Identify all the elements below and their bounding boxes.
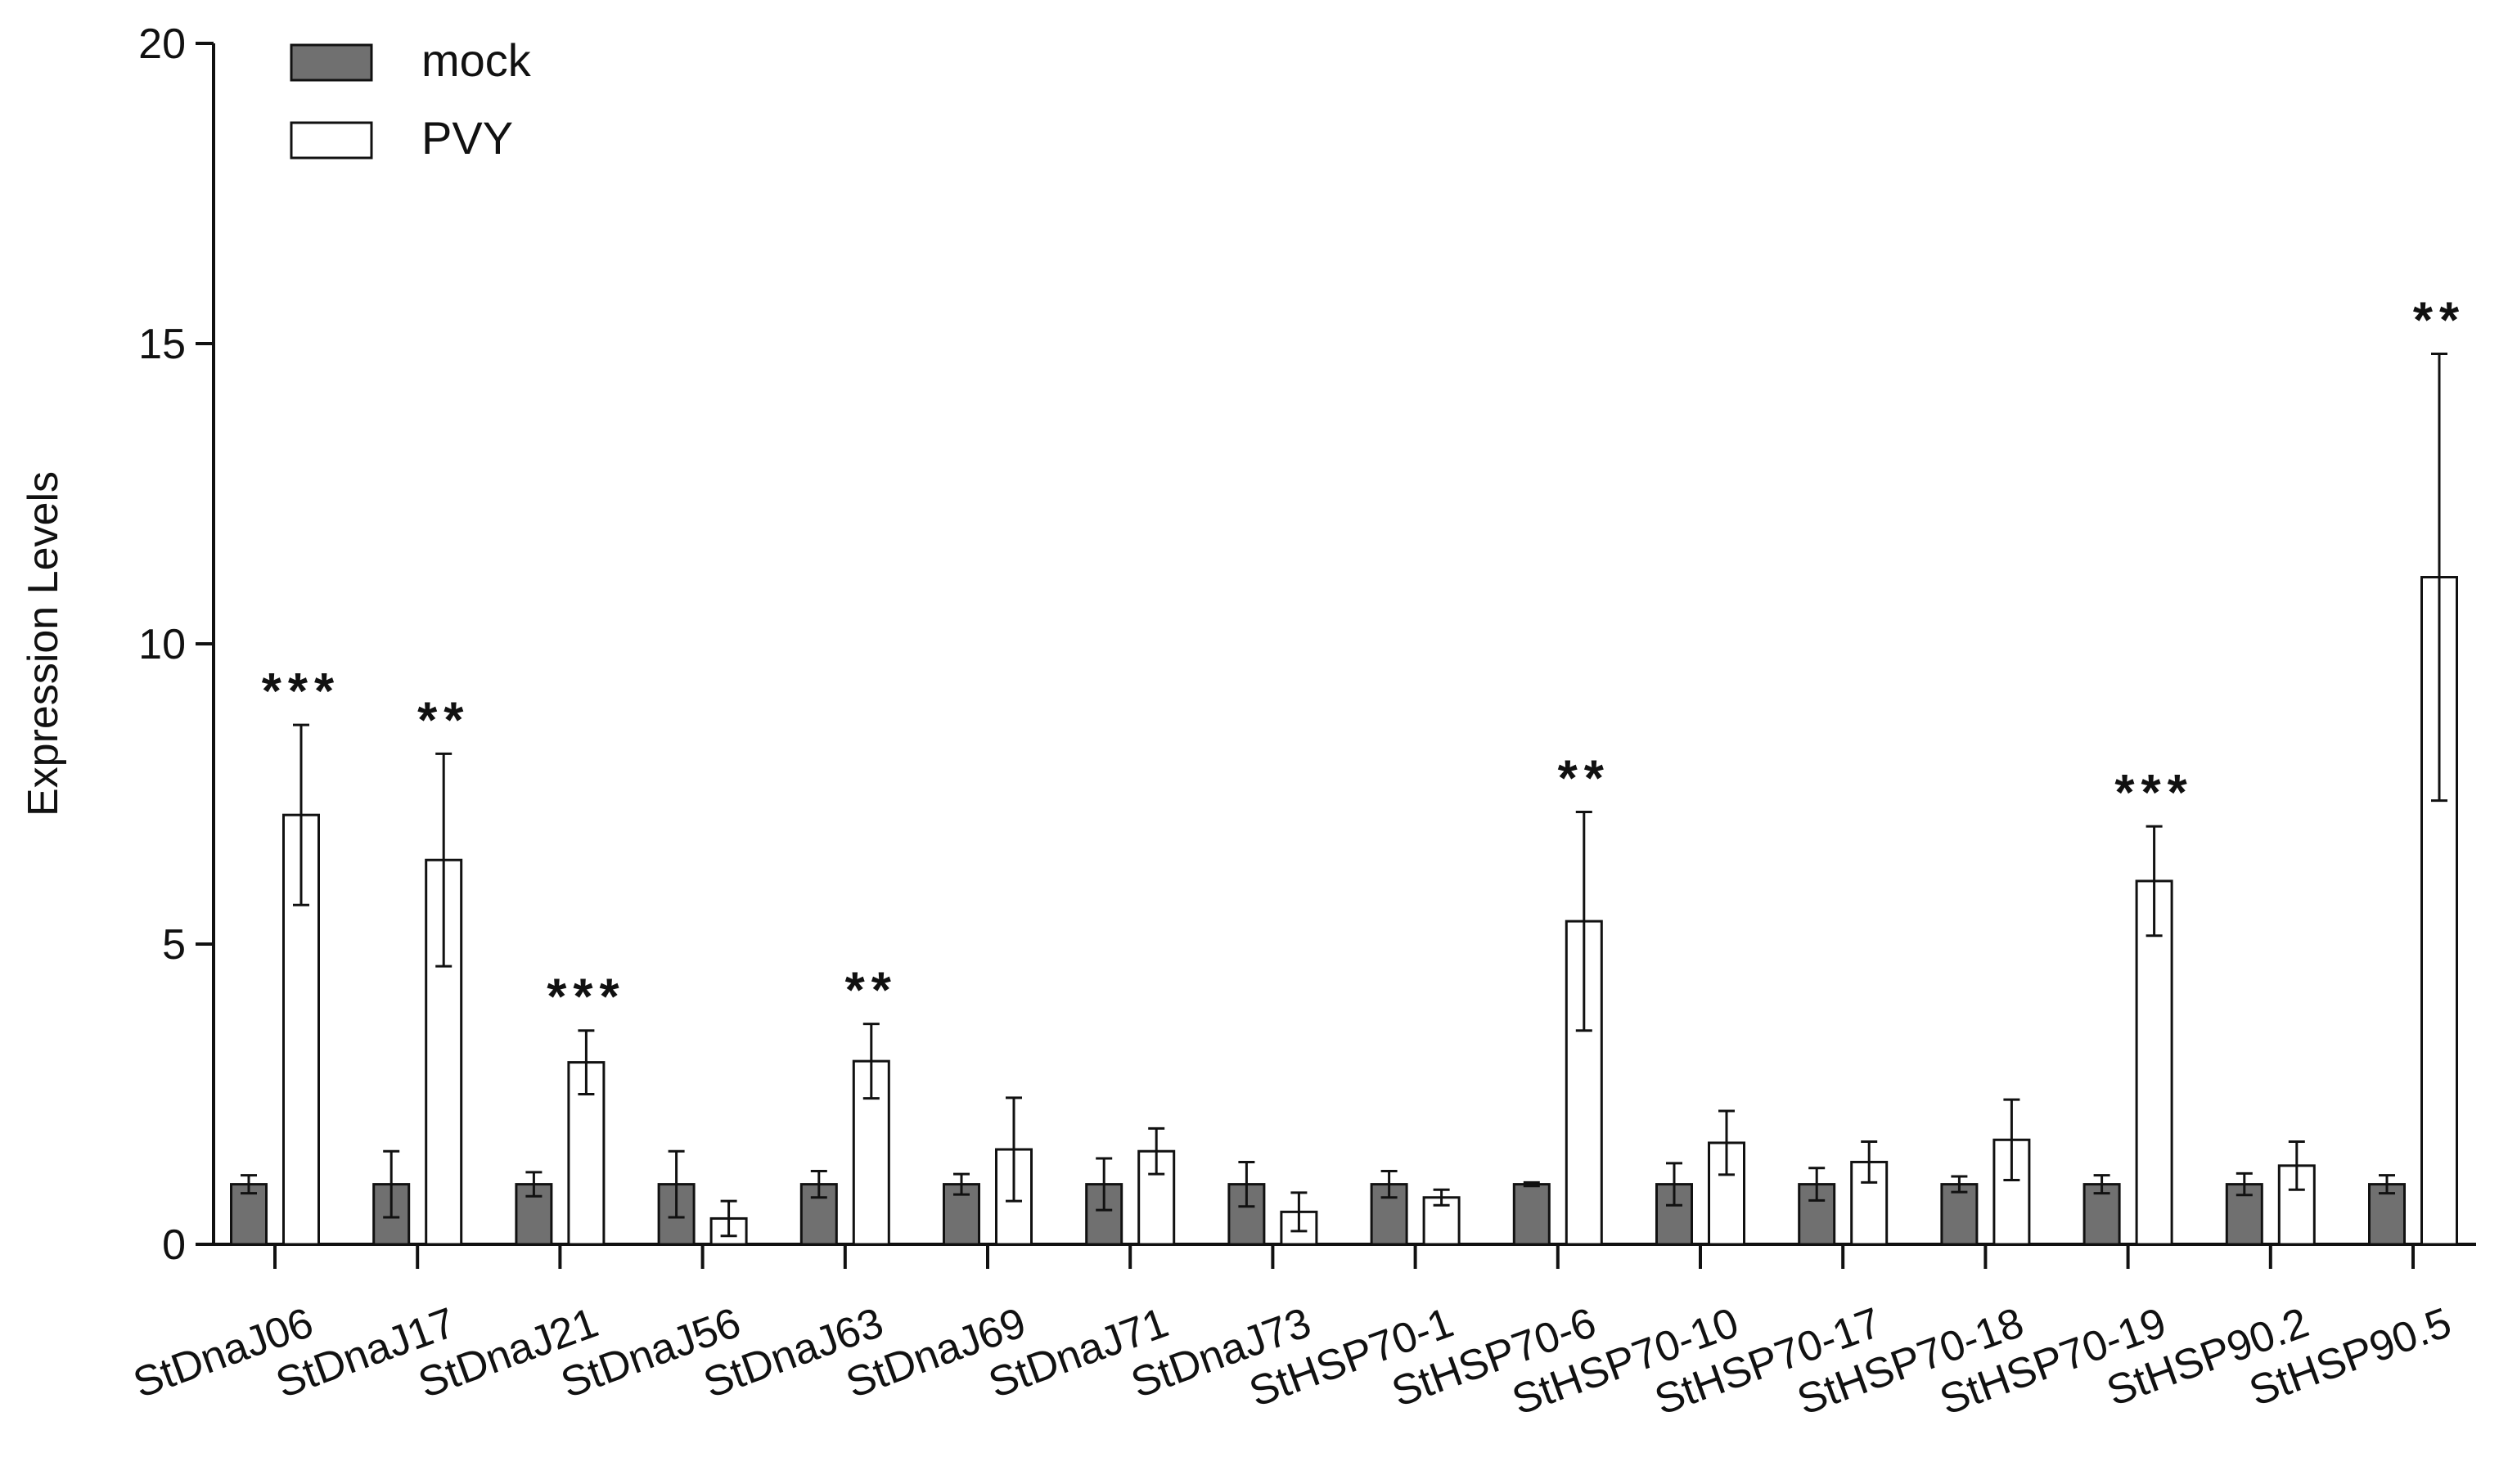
bar — [1227, 1183, 1266, 1246]
significance-label: ** — [2413, 292, 2465, 349]
error-bar — [810, 1169, 827, 1199]
y-tick-label: 15 — [138, 321, 186, 368]
error-bar — [525, 1171, 543, 1198]
error-bar — [241, 1174, 257, 1195]
error-bar — [1575, 811, 1592, 1032]
legend-swatch — [290, 121, 373, 160]
bar — [1512, 1183, 1551, 1246]
error-bar — [1861, 1140, 1878, 1184]
y-tick-label: 20 — [138, 20, 186, 68]
error-bar — [1718, 1109, 1735, 1176]
error-bar — [1238, 1160, 1255, 1208]
error-bar — [1006, 1096, 1022, 1203]
error-bar — [383, 1149, 400, 1219]
error-bar — [1808, 1167, 1826, 1202]
significance-label: ** — [845, 963, 898, 1019]
error-bar — [1523, 1180, 1540, 1188]
y-axis-title: Expression Levels — [20, 471, 67, 816]
error-bar — [1666, 1162, 1682, 1207]
error-bar — [668, 1149, 685, 1219]
error-bar — [1433, 1188, 1450, 1207]
error-bar — [1290, 1191, 1308, 1233]
legend-label: PVY — [421, 112, 513, 164]
error-bar — [1096, 1157, 1113, 1212]
error-bar — [2003, 1098, 2020, 1181]
significance-label: *** — [547, 969, 625, 1026]
y-tick-label: 10 — [138, 621, 186, 668]
significance-label: ** — [417, 692, 470, 749]
error-bar — [2379, 1174, 2395, 1195]
error-bar — [2288, 1140, 2305, 1191]
error-bar — [1380, 1169, 1398, 1199]
error-bar — [2431, 352, 2447, 803]
error-bar — [293, 723, 309, 906]
error-bar — [720, 1199, 737, 1238]
error-bar — [953, 1172, 970, 1196]
error-bar — [2236, 1171, 2253, 1197]
significance-label: *** — [262, 663, 340, 720]
error-bar — [1148, 1126, 1165, 1176]
legend-swatch — [290, 43, 373, 82]
error-bar — [2146, 825, 2163, 938]
significance-label: ** — [1558, 751, 1610, 807]
error-bar — [2093, 1174, 2110, 1195]
error-bar — [862, 1023, 880, 1100]
legend-label: mock — [421, 34, 532, 86]
error-bar — [1951, 1175, 1968, 1194]
y-tick-label: 0 — [162, 1221, 186, 1269]
y-tick-label: 5 — [162, 921, 186, 969]
error-bar — [578, 1029, 595, 1095]
significance-label: *** — [2114, 765, 2193, 821]
error-bar — [435, 752, 453, 968]
